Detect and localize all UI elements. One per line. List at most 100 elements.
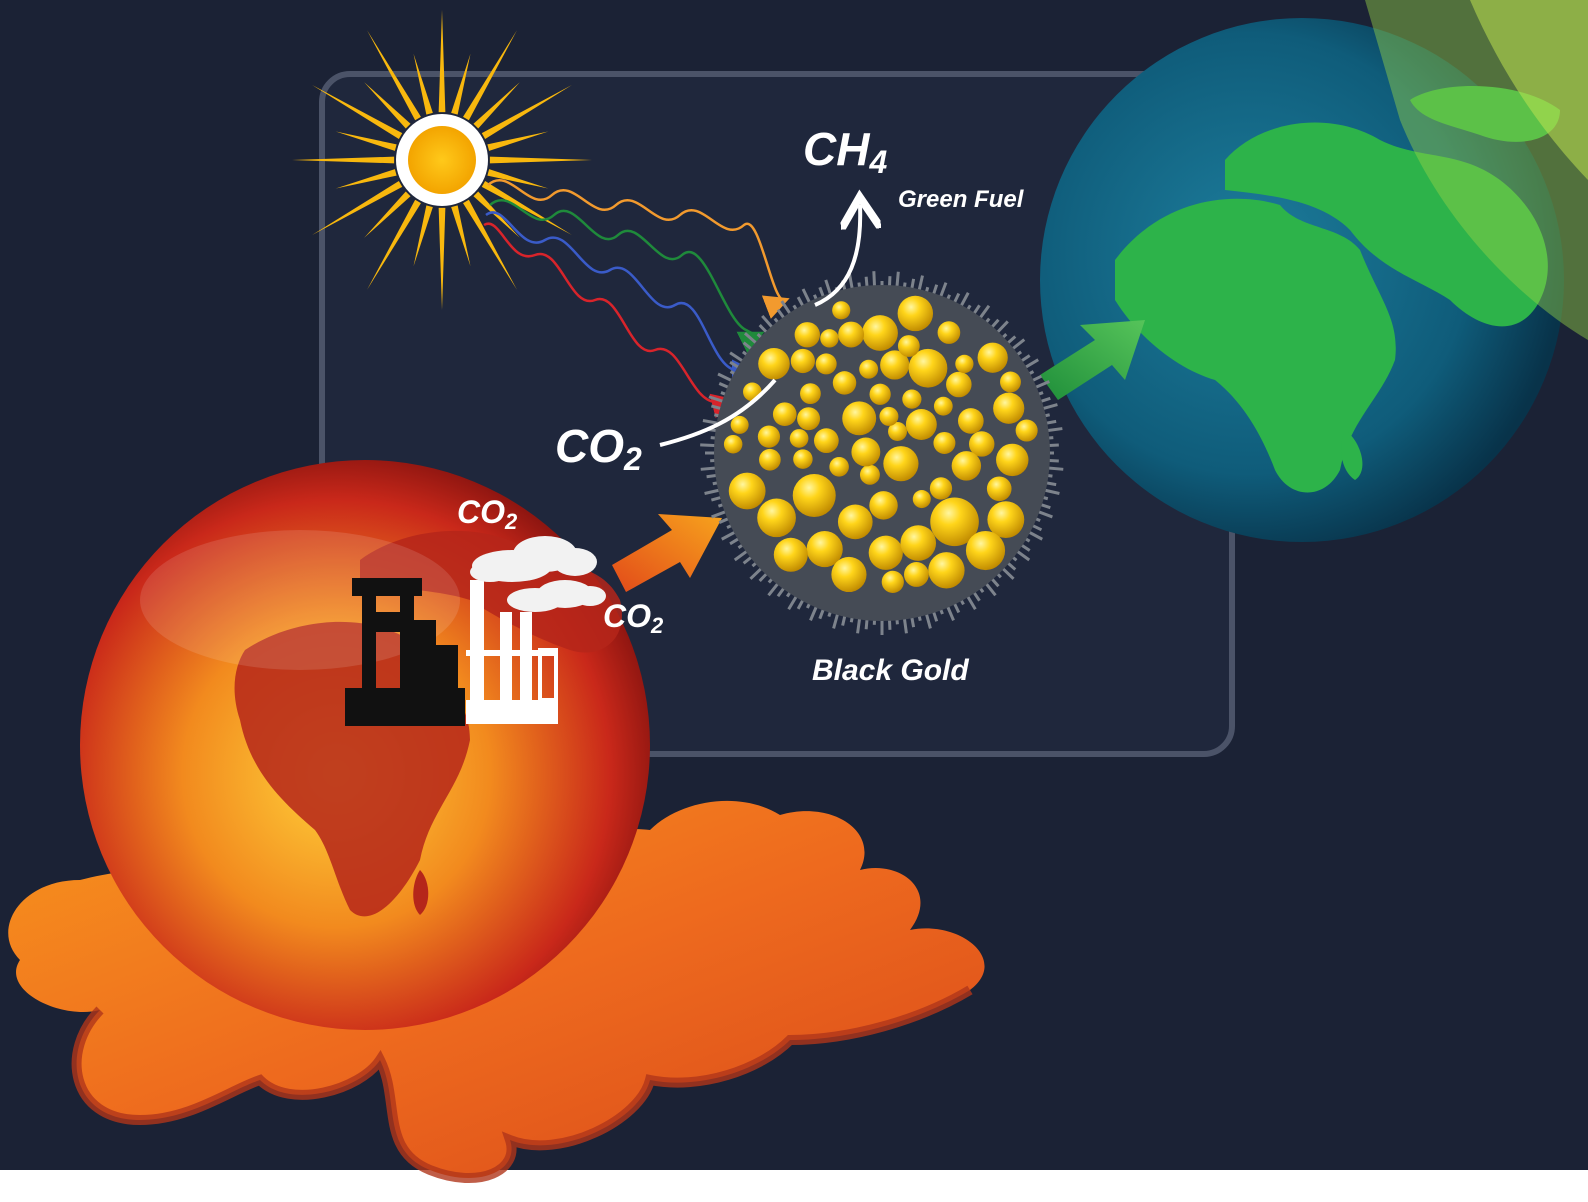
gold-nanoparticle: [869, 383, 891, 405]
ch4-label: CH4: [803, 123, 887, 180]
gold-nanoparticle: [957, 408, 984, 434]
sun-icon: [292, 10, 592, 310]
gold-nanoparticle: [987, 501, 1025, 539]
sun-ray: [487, 169, 549, 189]
gold-nanoparticle: [773, 537, 808, 572]
gold-nanoparticle: [837, 504, 873, 540]
ray-blue: [485, 211, 757, 385]
co2-input-arrow: [659, 378, 777, 447]
gold-nanoparticle: [930, 497, 979, 547]
gold-nanoparticle: [859, 464, 880, 485]
gold-nanoparticle: [897, 295, 934, 332]
sun-ray: [335, 169, 397, 189]
gold-nanoparticle: [838, 321, 865, 348]
gold-nanoparticle: [879, 406, 899, 426]
gold-nanoparticle: [955, 354, 974, 374]
sun-ray: [451, 53, 471, 115]
sun-ray: [451, 205, 471, 267]
gold-nanoparticle: [759, 448, 781, 471]
gold-nanoparticle: [792, 474, 836, 518]
gold-nanoparticle: [820, 329, 839, 348]
sun-ray: [438, 10, 446, 113]
green-earth-icon: [1040, 0, 1588, 542]
gold-nanoparticle: [793, 449, 813, 469]
ray-red: [483, 222, 737, 418]
sun-ray: [473, 191, 520, 238]
gold-nanoparticle: [937, 321, 961, 344]
gold-nanoparticle: [813, 428, 839, 454]
co2-label-factory-right: CO2: [603, 598, 664, 638]
gold-nanoparticle: [832, 301, 851, 320]
gold-nanoparticle: [757, 425, 781, 448]
gold-nanoparticle: [831, 556, 867, 593]
gold-nanoparticle: [800, 383, 821, 405]
sun-ray: [367, 30, 421, 121]
sun-ray: [463, 199, 517, 290]
lava-rim: [71, 985, 973, 1183]
gold-nanoparticle: [794, 322, 820, 348]
ray-green: [489, 198, 765, 355]
green-arrow-icon: [1040, 320, 1145, 400]
gold-nanoparticle: [797, 407, 821, 431]
gold-nanoparticle: [806, 531, 843, 568]
light-rays: [483, 178, 790, 418]
gold-nanoparticle: [815, 353, 837, 375]
gold-nanoparticle: [1000, 371, 1021, 393]
co2-label-main: CO2: [555, 420, 642, 477]
gold-nanoparticle: [897, 335, 920, 357]
gold-nanoparticle: [728, 472, 766, 510]
gold-nanoparticle: [977, 342, 1008, 373]
sun-ray: [364, 82, 411, 129]
sun-ray: [481, 181, 572, 235]
gold-nanoparticle: [888, 422, 908, 442]
gold-nanoparticle: [993, 392, 1025, 424]
gold-nanoparticle: [951, 451, 982, 481]
sun-ray: [312, 85, 403, 139]
gold-nanoparticle: [829, 457, 849, 477]
gold-nanoparticle: [965, 530, 1006, 571]
gold-nanoparticle: [789, 429, 809, 448]
gold-nanoparticle: [929, 477, 953, 500]
sun-ray: [473, 82, 520, 129]
sun-ray: [489, 156, 592, 164]
gold-nanoparticle: [869, 491, 898, 520]
gold-nanoparticle: [933, 396, 953, 416]
gold-nanoparticle: [842, 401, 877, 436]
gold-nanoparticle: [912, 490, 931, 509]
gold-nanoparticle: [772, 402, 797, 427]
sun-ray: [487, 131, 549, 151]
sun-ray: [292, 156, 395, 164]
gold-nanoparticle: [881, 570, 904, 593]
smoke-icon: [470, 536, 606, 612]
co2-label-factory-top: CO2: [457, 494, 518, 534]
black-gold-particle-icon: [700, 271, 1064, 635]
gold-nanoparticle: [928, 552, 965, 589]
gold-nanoparticle: [790, 348, 815, 374]
gold-nanoparticle: [832, 371, 857, 395]
gold-nanoparticle: [969, 431, 995, 457]
gold-nanoparticle: [904, 562, 929, 587]
black-gold-label: Black Gold: [812, 654, 969, 687]
gold-nanoparticle: [946, 371, 972, 398]
gold-nanoparticle: [862, 315, 898, 351]
ray-orange: [487, 178, 790, 319]
gold-nanoparticle: [723, 434, 743, 454]
gold-nanoparticle: [868, 535, 903, 570]
gold-nanoparticle: [1015, 419, 1038, 442]
factory-icon: [345, 578, 558, 726]
gold-nanoparticle: [996, 443, 1029, 477]
sun-ray: [413, 205, 433, 267]
sun-ray: [312, 181, 403, 235]
sun-ray: [481, 85, 572, 139]
gold-nanoparticle: [902, 389, 922, 409]
orange-arrow-icon: [612, 514, 722, 592]
green-fuel-label: Green Fuel: [898, 186, 1025, 213]
gold-nanoparticle: [905, 409, 937, 440]
sun-ray: [335, 131, 397, 151]
ch4-output-arrow: [814, 205, 860, 307]
sun-ray: [364, 191, 411, 238]
hot-earth-icon: [80, 460, 650, 1030]
gold-nanoparticle: [883, 446, 919, 482]
sun-ray: [367, 199, 421, 290]
